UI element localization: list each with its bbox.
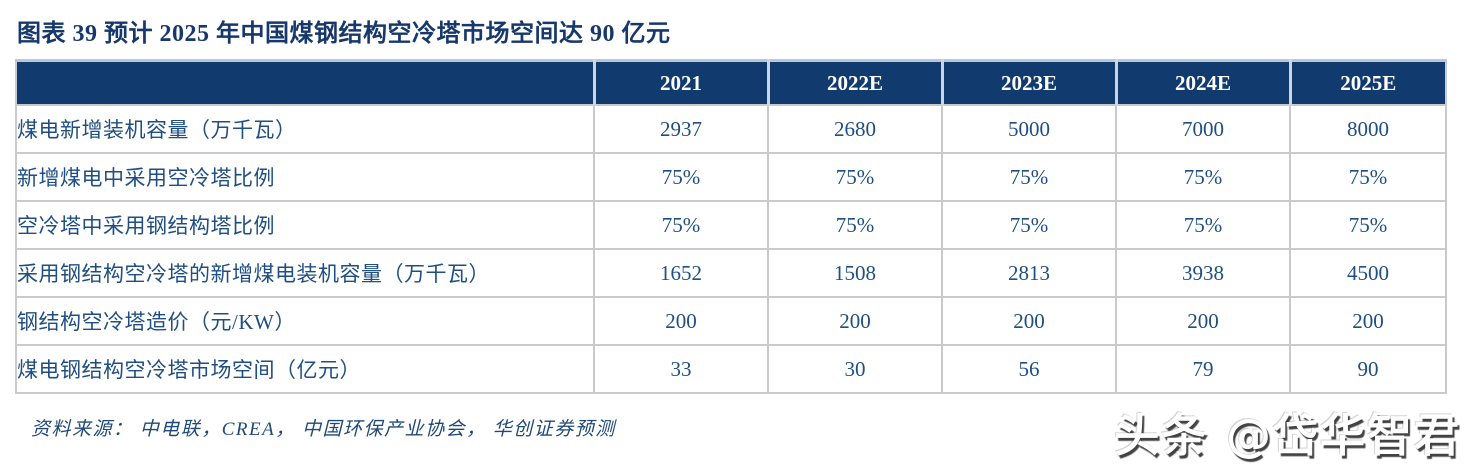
row-label: 新增煤电中采用空冷塔比例 (15, 152, 595, 202)
table-cell: 75% (1289, 200, 1447, 250)
watermark: 头条 @岱华智君 (1114, 409, 1461, 462)
data-table-container: 2021 2022E 2023E 2024E 2025E 煤电新增装机容量（万千… (15, 59, 1447, 394)
row-label: 煤电新增装机容量（万千瓦） (15, 104, 595, 154)
column-header-blank (16, 60, 594, 106)
table-cell: 79 (1115, 344, 1291, 394)
table-row: 煤电新增装机容量（万千瓦） 2937 2680 5000 7000 8000 (15, 104, 1447, 154)
table-cell: 75% (593, 200, 769, 250)
row-label: 钢结构空冷塔造价（元/KW） (15, 296, 595, 346)
table-cell: 75% (1289, 152, 1447, 202)
table-row: 钢结构空冷塔造价（元/KW） 200 200 200 200 200 (15, 296, 1447, 346)
table-row: 空冷塔中采用钢结构塔比例 75% 75% 75% 75% 75% (15, 200, 1447, 250)
table-cell: 3938 (1115, 248, 1291, 298)
table-cell: 56 (941, 344, 1117, 394)
table-row: 新增煤电中采用空冷塔比例 75% 75% 75% 75% 75% (15, 152, 1447, 202)
table-cell: 200 (1115, 296, 1291, 346)
table-cell: 5000 (941, 104, 1117, 154)
table-cell: 2813 (941, 248, 1117, 298)
table-cell: 75% (767, 152, 943, 202)
column-header-2022e: 2022E (766, 60, 942, 106)
table-cell: 200 (1289, 296, 1447, 346)
table-cell: 2680 (767, 104, 943, 154)
table-cell: 8000 (1289, 104, 1447, 154)
column-header-2024e: 2024E (1114, 60, 1290, 106)
table-cell: 75% (941, 152, 1117, 202)
source-note: 资料来源： 中电联，CREA， 中国环保产业协会， 华创证券预测 (31, 419, 616, 440)
table-header-row: 2021 2022E 2023E 2024E 2025E (16, 60, 1446, 106)
table-cell: 200 (767, 296, 943, 346)
table-cell: 90 (1289, 344, 1447, 394)
table-cell: 75% (1115, 152, 1291, 202)
table-cell: 75% (767, 200, 943, 250)
table-row: 采用钢结构空冷塔的新增煤电装机容量（万千瓦） 1652 1508 2813 3938 45… (15, 248, 1447, 298)
table-cell: 33 (593, 344, 769, 394)
row-label: 采用钢结构空冷塔的新增煤电装机容量（万千瓦） (15, 248, 595, 298)
table-cell: 200 (941, 296, 1117, 346)
table-cell: 75% (593, 152, 769, 202)
table-cell: 75% (941, 200, 1117, 250)
column-header-2025e: 2025E (1288, 60, 1446, 106)
figure-title: 图表 39 预计 2025 年中国煤钢结构空冷塔市场空间达 90 亿元 (17, 21, 671, 47)
column-header-2021: 2021 (592, 60, 768, 106)
table-cell: 30 (767, 344, 943, 394)
data-table: 2021 2022E 2023E 2024E 2025E 煤电新增装机容量（万千… (15, 59, 1447, 394)
table-cell: 75% (1115, 200, 1291, 250)
table-cell: 2937 (593, 104, 769, 154)
table-row: 煤电钢结构空冷塔市场空间（亿元） 33 30 56 79 90 (15, 344, 1447, 394)
table-cell: 1508 (767, 248, 943, 298)
column-header-2023e: 2023E (940, 60, 1116, 106)
row-label: 空冷塔中采用钢结构塔比例 (15, 200, 595, 250)
table-body: 煤电新增装机容量（万千瓦） 2937 2680 5000 7000 8000 新增煤电中采用… (15, 104, 1447, 394)
table-cell: 1652 (593, 248, 769, 298)
table-cell: 200 (593, 296, 769, 346)
table-cell: 4500 (1289, 248, 1447, 298)
table-cell: 7000 (1115, 104, 1291, 154)
row-label: 煤电钢结构空冷塔市场空间（亿元） (15, 344, 595, 394)
